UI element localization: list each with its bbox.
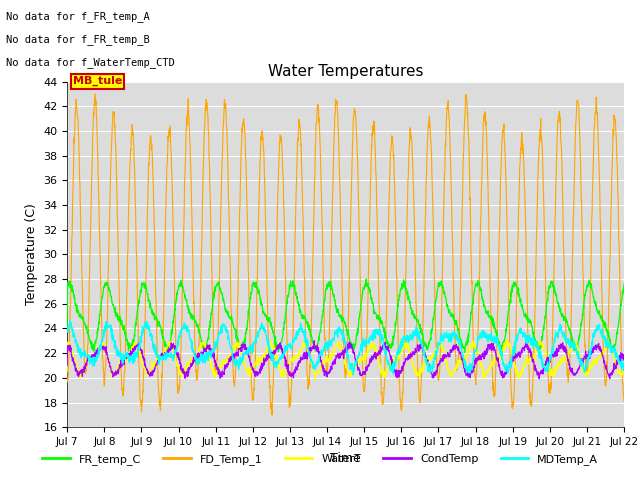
- Text: No data for f_FR_temp_B: No data for f_FR_temp_B: [6, 34, 150, 45]
- Text: No data for f_FR_temp_A: No data for f_FR_temp_A: [6, 11, 150, 22]
- Y-axis label: Temperature (C): Temperature (C): [25, 204, 38, 305]
- Legend: FR_temp_C, FD_Temp_1, WaterT, CondTemp, MDTemp_A: FR_temp_C, FD_Temp_1, WaterT, CondTemp, …: [37, 450, 603, 469]
- Text: No data for f_WaterTemp_CTD: No data for f_WaterTemp_CTD: [6, 57, 175, 68]
- Text: MB_tule: MB_tule: [73, 76, 122, 86]
- Title: Water Temperatures: Water Temperatures: [268, 64, 423, 79]
- X-axis label: Time: Time: [330, 453, 361, 466]
